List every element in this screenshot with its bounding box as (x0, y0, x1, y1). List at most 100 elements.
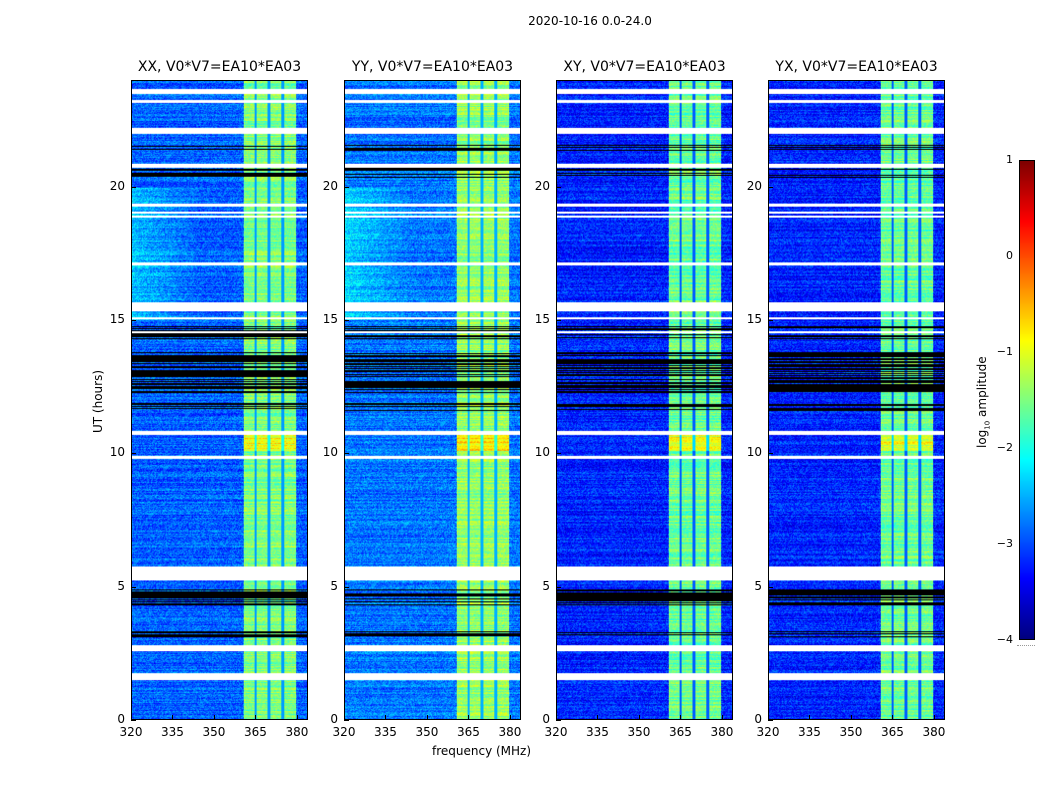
y-tick-label: 0 (117, 712, 125, 726)
x-tick-mark (892, 715, 894, 720)
x-tick-label: 350 (839, 725, 863, 739)
y-tick-label: 5 (542, 578, 550, 593)
colorbar-extend-marker (1017, 645, 1035, 646)
y-tick-mark (556, 453, 561, 455)
y-tick-mark (768, 720, 773, 721)
x-tick-label: 365 (457, 725, 480, 739)
colorbar-tick-label: 0 (1006, 249, 1013, 262)
y-tick-label: 10 (109, 445, 125, 460)
x-tick-label: 320 (544, 725, 568, 739)
x-tick-label: 335 (798, 725, 821, 739)
x-tick-mark (344, 715, 345, 720)
x-tick-mark (426, 715, 428, 720)
y-tick-label: 20 (109, 178, 125, 193)
y-tick-mark (768, 453, 773, 455)
y-tick-label: 20 (534, 178, 550, 193)
colorbar-tick-label: −2 (996, 441, 1013, 454)
y-axis-label: UT (hours) (91, 369, 105, 433)
x-tick-mark (850, 715, 852, 720)
y-tick-label: 5 (330, 578, 338, 593)
x-tick-label: 365 (669, 725, 692, 739)
x-tick-mark (296, 715, 298, 720)
x-axis-label: frequency (MHz) (432, 744, 532, 758)
panel-title: YY, V0*V7=EA10*EA03 (351, 59, 514, 75)
x-tick-mark (768, 715, 769, 720)
y-tick-label: 5 (117, 578, 125, 593)
y-tick-label: 15 (746, 312, 762, 326)
x-tick-mark (809, 715, 811, 720)
colorbar-label: log10 amplitude (975, 356, 991, 448)
y-tick-label: 10 (746, 445, 762, 460)
y-tick-label: 15 (534, 312, 550, 326)
y-tick-mark (556, 586, 561, 588)
y-tick-mark (344, 320, 349, 321)
y-tick-mark (556, 186, 561, 188)
x-tick-mark (556, 715, 557, 720)
x-tick-label: 350 (202, 725, 226, 739)
y-tick-mark (768, 586, 773, 588)
colorbar-label-main: log (975, 429, 989, 448)
x-tick-mark (131, 715, 132, 720)
x-tick-mark (638, 715, 640, 720)
x-tick-label: 380 (498, 725, 522, 739)
colorbar-tick-label: −4 (996, 633, 1013, 646)
y-tick-mark (344, 186, 349, 188)
x-tick-label: 365 (881, 725, 904, 739)
x-tick-label: 380 (922, 725, 946, 739)
x-tick-label: 335 (586, 725, 609, 739)
y-tick-mark (131, 186, 136, 188)
y-tick-mark (768, 186, 773, 188)
colorbar-label-rest: amplitude (975, 356, 989, 421)
x-tick-mark (721, 715, 723, 720)
x-tick-label: 335 (374, 725, 397, 739)
x-tick-label: 335 (161, 725, 184, 739)
y-tick-label: 15 (322, 312, 338, 326)
x-tick-mark (509, 715, 511, 720)
y-tick-mark (131, 586, 136, 588)
heatmap-xx (132, 81, 307, 719)
heatmap-yx (769, 81, 944, 719)
y-tick-label: 0 (542, 712, 550, 726)
x-tick-mark (385, 715, 387, 720)
colorbar-tick-label: 1 (1006, 153, 1013, 166)
heatmap-xy (557, 81, 732, 719)
x-tick-label: 365 (244, 725, 267, 739)
y-tick-label: 10 (534, 445, 550, 460)
x-tick-label: 320 (119, 725, 143, 739)
heatmap-panel-1 (344, 80, 521, 720)
colorbar-tick-label: −3 (996, 537, 1013, 550)
y-tick-mark (556, 320, 561, 321)
x-tick-mark (255, 715, 257, 720)
heatmap-panel-3 (768, 80, 945, 720)
y-tick-mark (131, 720, 136, 721)
figure-title: 2020-10-16 0.0-24.0 (528, 14, 652, 28)
x-tick-label: 320 (756, 725, 780, 739)
y-tick-mark (768, 320, 773, 321)
y-tick-mark (131, 320, 136, 321)
x-tick-mark (213, 715, 215, 720)
y-tick-label: 10 (322, 445, 338, 460)
x-tick-label: 380 (285, 725, 309, 739)
colorbar-label-sub: 10 (983, 420, 992, 430)
x-tick-label: 380 (710, 725, 734, 739)
x-tick-label: 350 (627, 725, 651, 739)
y-tick-mark (344, 453, 349, 455)
x-tick-label: 320 (332, 725, 356, 739)
x-tick-mark (680, 715, 682, 720)
panel-title: YX, V0*V7=EA10*EA03 (775, 59, 938, 75)
y-tick-label: 15 (109, 312, 125, 326)
panel-title: XX, V0*V7=EA10*EA03 (137, 59, 302, 75)
heatmap-yy (345, 81, 520, 719)
y-tick-label: 20 (322, 178, 338, 193)
x-tick-label: 350 (415, 725, 439, 739)
y-tick-mark (556, 720, 561, 721)
y-tick-label: 5 (754, 578, 762, 593)
x-tick-mark (468, 715, 470, 720)
x-tick-mark (933, 715, 935, 720)
colorbar (1019, 160, 1035, 640)
y-tick-mark (131, 453, 136, 455)
heatmap-panel-2 (556, 80, 733, 720)
panel-title: XY, V0*V7=EA10*EA03 (563, 59, 726, 75)
colorbar-tick-label: −1 (996, 345, 1013, 358)
